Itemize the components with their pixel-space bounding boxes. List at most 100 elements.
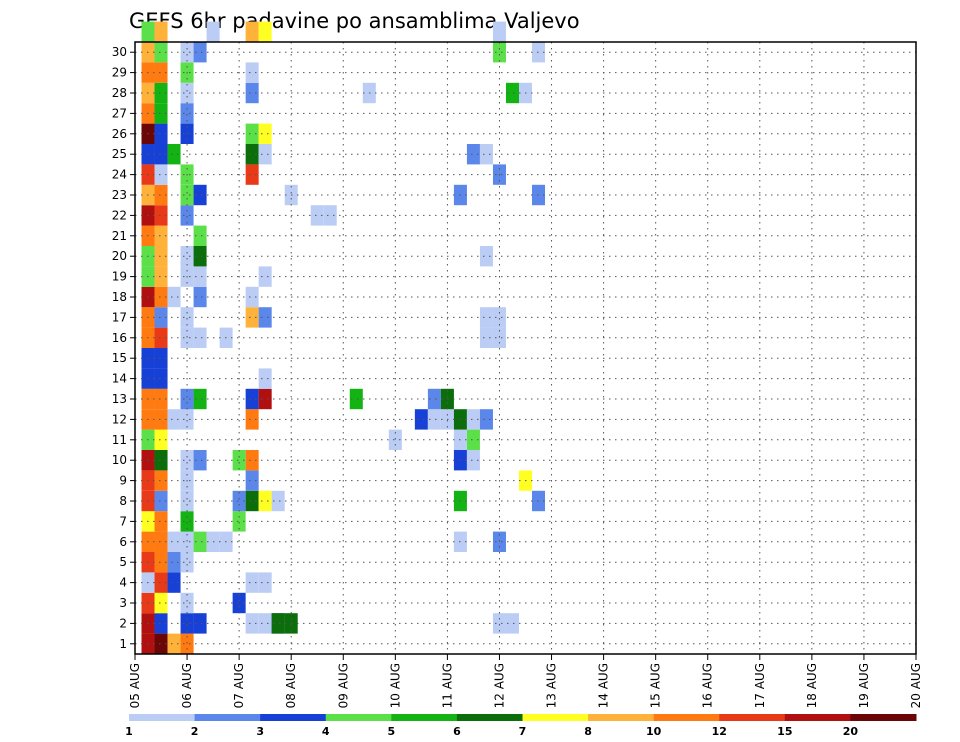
heatmap-cell (180, 388, 194, 410)
heatmap-cell (180, 42, 194, 63)
heatmap-cell (154, 82, 168, 104)
heatmap-cell (167, 633, 181, 654)
heatmap-cell (180, 327, 194, 348)
y-tick-label: 29 (112, 66, 127, 80)
x-tick-label: 09 AUG (336, 663, 350, 708)
heatmap-cell (167, 572, 181, 593)
x-tick-label: 12 AUG (492, 663, 506, 708)
heatmap-cell (154, 307, 168, 328)
heatmap-cell (193, 266, 207, 287)
heatmap-cell (154, 470, 168, 491)
heatmap-cell (180, 103, 194, 124)
heatmap-cell (141, 21, 155, 42)
colorbar-label: 1 (125, 725, 133, 738)
y-tick-label: 13 (112, 392, 127, 406)
heatmap-cell (154, 62, 168, 83)
heatmap-cell (193, 531, 207, 552)
heatmap-cell (245, 286, 259, 308)
heatmap-cell (167, 531, 181, 552)
heatmap-cell (180, 246, 194, 267)
heatmap-cell (180, 205, 194, 226)
heatmap-cell (154, 388, 168, 410)
heatmap-cell (154, 184, 168, 206)
colorbar-label: 6 (453, 725, 461, 738)
heatmap-cell (180, 184, 194, 206)
y-tick-label: 20 (112, 249, 127, 263)
x-tick-label: 20 AUG (909, 663, 923, 708)
heatmap-cell (154, 225, 168, 246)
heatmap-cell (154, 592, 168, 614)
heatmap-cell (466, 409, 480, 430)
x-tick-label: 17 AUG (753, 663, 767, 708)
x-tick-label: 16 AUG (701, 663, 715, 708)
heatmap-cell (245, 572, 259, 593)
x-tick-label: 07 AUG (232, 663, 246, 708)
heatmap-cell (154, 327, 168, 348)
heatmap-cell (258, 572, 272, 593)
colorbar-swatch (194, 714, 261, 721)
heatmap-cell (193, 286, 207, 308)
heatmap-cell (492, 42, 506, 63)
colorbar-swatch (653, 714, 720, 721)
colorbar-label: 8 (584, 725, 592, 738)
heatmap-cell (180, 409, 194, 430)
colorbar-swatch (325, 714, 392, 721)
heatmap-cell (154, 450, 168, 471)
heatmap-cell (180, 82, 194, 104)
heatmap-cell (245, 62, 259, 83)
heatmap-cell (492, 21, 506, 42)
heatmap-cell (154, 21, 168, 42)
y-tick-label: 18 (112, 290, 127, 304)
heatmap-cell (492, 327, 506, 348)
heatmap-cell (245, 470, 259, 491)
y-tick-label: 24 (112, 168, 127, 182)
y-axis: 1234567891011121314151617181920212223242… (112, 45, 135, 651)
heatmap-cell (206, 21, 220, 42)
plot-frame (134, 41, 917, 655)
y-tick-label: 16 (112, 331, 127, 345)
colorbar-label: 4 (322, 725, 330, 738)
y-tick-label: 21 (112, 229, 127, 243)
x-tick-label: 08 AUG (284, 663, 298, 708)
y-tick-label: 4 (119, 576, 127, 590)
heatmap-cell (154, 144, 168, 165)
heatmap-cell (193, 225, 207, 246)
colorbar-legend: 1 2 3 4 5 6 7 8 10 12 15 20 (125, 714, 917, 738)
x-tick-label: 05 AUG (128, 663, 142, 708)
heatmap-cell (258, 123, 272, 144)
heatmap-cell (245, 307, 259, 328)
y-tick-label: 5 (119, 555, 127, 569)
heatmap-cell (154, 409, 168, 430)
y-tick-label: 26 (112, 127, 127, 141)
heatmap-cell (245, 82, 259, 104)
heatmap-cell (245, 123, 259, 144)
x-tick-label: 10 AUG (388, 663, 402, 708)
heatmap-cell (245, 450, 259, 471)
heatmap-cell (271, 490, 285, 512)
heatmap-cell (492, 531, 506, 552)
heatmap-cell (388, 429, 402, 450)
heatmap-cell (193, 450, 207, 471)
y-tick-label: 14 (112, 372, 127, 386)
heatmap-cell (271, 613, 285, 634)
heatmap-cell (154, 368, 168, 389)
heatmap-cell (258, 388, 272, 410)
heatmap-cell (154, 572, 168, 593)
chart-title: GEFS 6hr padavine po ansamblima Valjevo (129, 9, 580, 33)
y-tick-label: 15 (112, 351, 127, 365)
y-tick-label: 2 (119, 616, 127, 630)
heatmap-cell (154, 511, 168, 532)
y-tick-label: 6 (119, 535, 127, 549)
x-tick-label: 18 AUG (805, 663, 819, 708)
heatmap-cell (154, 42, 168, 63)
heatmap-cell (532, 490, 546, 512)
y-tick-label: 10 (112, 453, 127, 467)
heatmap-cell (479, 144, 493, 165)
y-tick-label: 12 (112, 412, 127, 426)
heatmap-cell (193, 42, 207, 63)
heatmap-cells (141, 21, 546, 654)
heatmap-cell (180, 490, 194, 512)
heatmap-cell (180, 511, 194, 532)
heatmap-cell (193, 327, 207, 348)
